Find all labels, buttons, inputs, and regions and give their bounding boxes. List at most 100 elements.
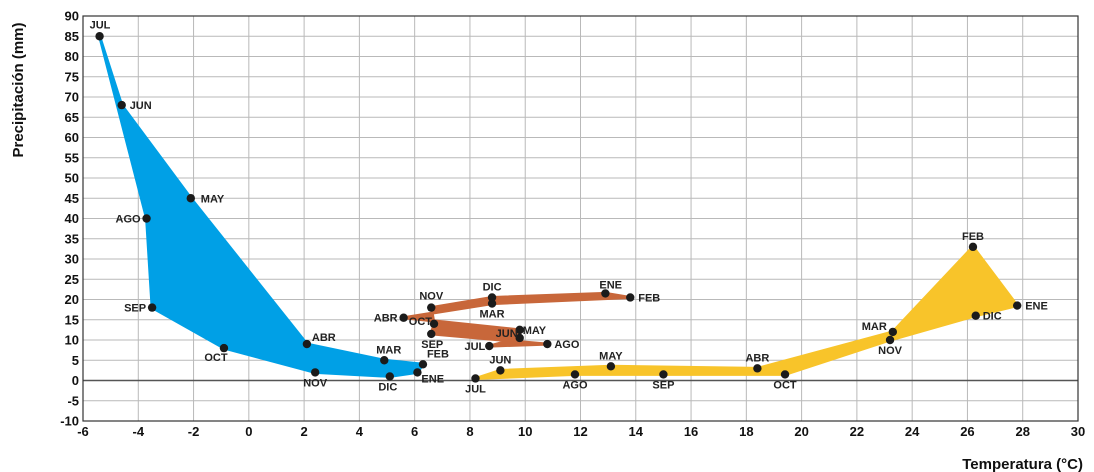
data-label: MAR: [862, 321, 887, 333]
data-label: JUN: [130, 100, 152, 112]
data-label: DIC: [983, 311, 1002, 323]
y-tick-label: 30: [65, 252, 79, 267]
y-tick-label: 75: [65, 69, 79, 84]
x-tick-label: 10: [518, 424, 532, 439]
data-point: [971, 311, 980, 320]
data-label: ENE: [1025, 301, 1048, 313]
data-point: [515, 325, 524, 335]
data-point: [429, 319, 439, 328]
data-point: [487, 293, 497, 302]
data-point: [427, 329, 436, 339]
x-tick-label: -6: [77, 424, 89, 439]
data-point: [95, 32, 104, 41]
data-label: ABR: [374, 313, 398, 325]
data-label: NOV: [419, 291, 444, 303]
data-label: SEP: [124, 303, 146, 315]
data-point: [142, 214, 151, 223]
data-point: [186, 194, 195, 203]
y-tick-label: 0: [72, 373, 79, 388]
x-tick-label: 12: [573, 424, 587, 439]
y-tick-label: 65: [65, 110, 79, 125]
data-point: [487, 299, 497, 308]
data-label: MAY: [599, 350, 623, 362]
data-point: [888, 327, 898, 337]
y-axis-title: Precipitación (mm): [10, 22, 27, 157]
x-tick-label: 24: [905, 424, 920, 439]
y-tick-label: -10: [60, 414, 79, 429]
data-label: OCT: [773, 379, 797, 391]
plot-frame: [82, 15, 1079, 422]
data-label: JUN: [496, 328, 518, 340]
data-point: [380, 356, 389, 365]
y-tick-label: 20: [65, 292, 79, 307]
data-point: [117, 100, 126, 110]
data-label: AGO: [562, 379, 588, 391]
data-label: MAY: [523, 325, 547, 337]
data-label: MAR: [376, 344, 401, 356]
data-label: AGO: [554, 339, 580, 351]
x-tick-label: 16: [684, 424, 698, 439]
grid: [82, 15, 1079, 422]
y-tick-label: 45: [65, 191, 79, 206]
data-label: DIC: [378, 381, 397, 393]
y-tick-label: 50: [65, 171, 79, 186]
x-tick-label: 0: [245, 424, 252, 439]
x-tick-label: 18: [739, 424, 753, 439]
data-point: [659, 370, 668, 379]
y-tick-label: 40: [65, 211, 79, 226]
data-label: JUL: [90, 19, 111, 31]
x-axis-title: Temperatura (°C): [962, 456, 1083, 472]
data-label: OCT: [204, 352, 228, 364]
axis-ticks: -6 -4 -2 0 2 4 6 8 10 12 14 16 18 20 22 24 26 28 30-10-505…: [60, 9, 1085, 440]
data-point: [780, 370, 790, 379]
data-point: [485, 341, 494, 351]
x-tick-label: 22: [850, 424, 864, 439]
data-label: FEB: [962, 231, 984, 243]
x-tick-label: -4: [132, 424, 144, 439]
data-point: [626, 293, 635, 302]
data-label: ABR: [312, 332, 336, 344]
data-point: [147, 303, 157, 312]
data-point: [968, 242, 978, 252]
y-tick-label: 25: [65, 272, 79, 287]
x-tick-label: 30: [1071, 424, 1085, 439]
data-point: [570, 370, 580, 379]
data-point: [1012, 301, 1022, 310]
data-label: SEP: [652, 379, 674, 391]
x-tick-label: 20: [794, 424, 808, 439]
y-tick-label: 15: [65, 312, 79, 327]
data-label: MAY: [201, 193, 225, 205]
data-point: [310, 368, 320, 377]
y-tick-label: 10: [65, 333, 79, 348]
y-tick-label: 85: [65, 29, 79, 44]
data-label: NOV: [303, 377, 328, 389]
data-label: FEB: [638, 292, 660, 304]
x-tick-label: 28: [1015, 424, 1029, 439]
y-tick-label: 80: [65, 49, 79, 64]
data-label: JUL: [465, 383, 486, 395]
y-tick-label: -5: [67, 393, 79, 408]
data-label: JUL: [465, 341, 486, 353]
x-tick-label: 6: [411, 424, 418, 439]
data-label: ABR: [745, 352, 769, 364]
data-label: DIC: [483, 281, 502, 293]
data-point: [413, 368, 422, 377]
data-label: JUN: [489, 354, 511, 366]
data-point: [427, 303, 436, 312]
data-point: [385, 372, 394, 381]
data-label: ENE: [599, 279, 622, 291]
y-tick-label: 70: [65, 90, 79, 105]
y-tick-label: 5: [72, 353, 79, 368]
x-tick-label: 2: [300, 424, 307, 439]
data-point: [885, 335, 895, 345]
data-point: [219, 343, 229, 353]
y-tick-label: 35: [65, 231, 79, 246]
data-label: FEB: [427, 348, 449, 360]
data-point: [302, 339, 312, 349]
data-point: [496, 366, 505, 375]
data-label: ENE: [421, 373, 444, 385]
data-label: MAR: [480, 309, 505, 321]
data-point: [606, 362, 616, 371]
